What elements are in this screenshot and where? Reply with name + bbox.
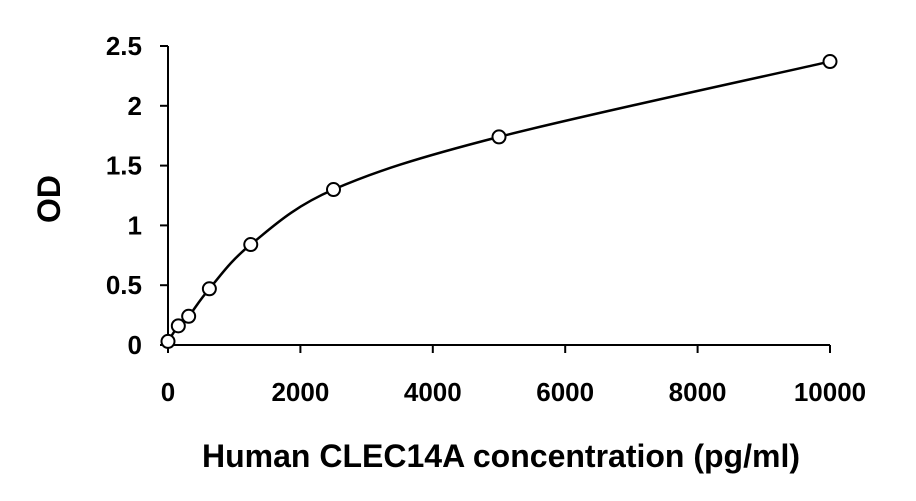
data-point xyxy=(201,281,217,297)
y-axis-label: OD xyxy=(31,175,67,223)
y-tick-label: 2 xyxy=(128,91,142,121)
x-axis-ticks: 0 2000 4000 6000 8000 10000 xyxy=(161,345,866,407)
y-axis-ticks: 0 0.5 1 1.5 2 2.5 xyxy=(106,31,168,360)
data-point xyxy=(181,308,197,324)
x-axis-label: Human CLEC14A concentration (pg/ml) xyxy=(202,438,800,474)
data-point xyxy=(243,237,259,253)
data-point xyxy=(160,333,176,349)
x-tick-label: 6000 xyxy=(536,377,594,407)
y-tick-label: 2.5 xyxy=(106,31,142,61)
x-tick-label: 4000 xyxy=(404,377,462,407)
y-tick-label: 1.5 xyxy=(106,151,142,181)
y-tick-label: 0 xyxy=(128,330,142,360)
axes xyxy=(167,46,830,346)
x-tick-label: 10000 xyxy=(794,377,866,407)
data-point xyxy=(326,182,341,198)
fit-curve-line xyxy=(166,60,831,343)
data-point xyxy=(170,318,186,334)
x-tick-label: 2000 xyxy=(271,377,329,407)
y-tick-label: 0.5 xyxy=(106,270,142,300)
y-tick-label: 1 xyxy=(128,210,142,240)
data-point xyxy=(491,129,507,145)
data-points xyxy=(160,54,838,349)
x-tick-label: 8000 xyxy=(669,377,727,407)
x-tick-label: 0 xyxy=(161,377,175,407)
data-point xyxy=(822,54,838,70)
